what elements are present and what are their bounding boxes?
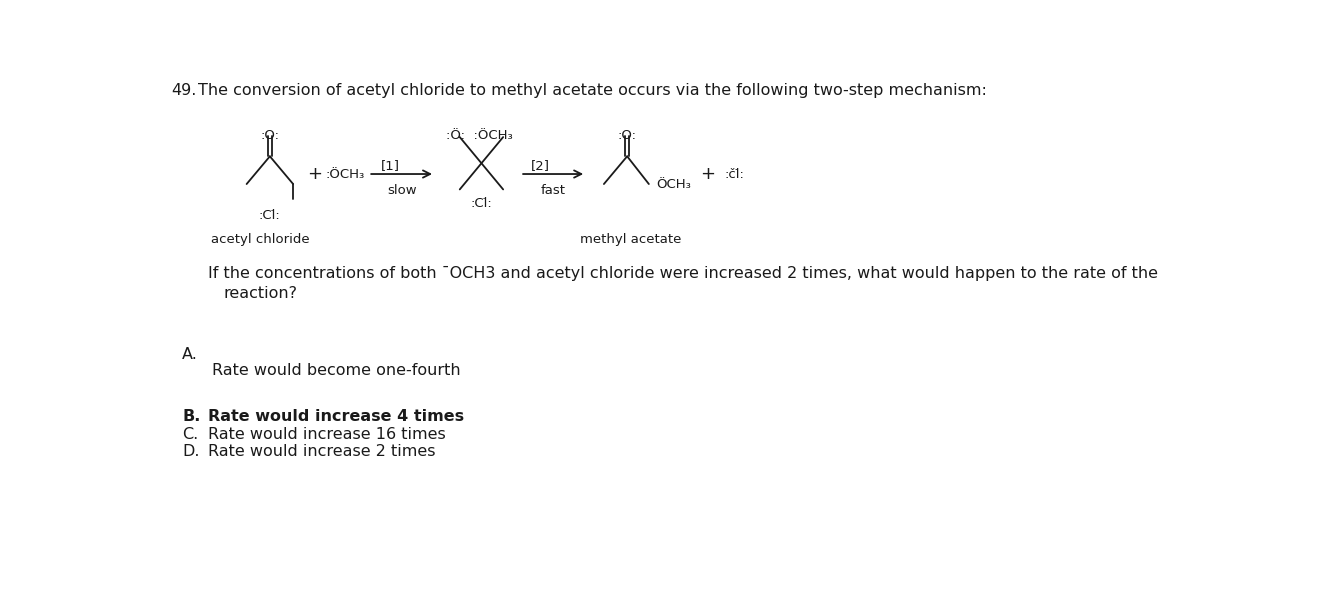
Text: :Ö:  :ÖCH₃: :Ö: :ÖCH₃ [446,129,513,142]
Text: methyl acetate: methyl acetate [580,233,682,246]
Text: Rate would increase 4 times: Rate would increase 4 times [208,409,464,424]
Text: acetyl chloride: acetyl chloride [212,233,309,246]
Text: 49.: 49. [172,83,197,98]
Text: Rate would become one-fourth: Rate would become one-fourth [212,363,460,378]
Text: D.: D. [182,444,200,458]
Text: :Ċl̇:: :Ċl̇: [471,197,492,210]
Text: reaction?: reaction? [223,286,297,301]
Text: If the concentrations of both ¯OCH3 and acetyl chloride were increased 2 times, : If the concentrations of both ¯OCH3 and … [208,266,1158,282]
Text: A.: A. [182,347,198,362]
Text: :O:: :O: [260,129,279,142]
Text: +: + [701,165,715,183]
Text: B.: B. [182,409,201,424]
Text: ÖCH₃: ÖCH₃ [657,177,691,190]
Text: [1]: [1] [381,158,399,172]
Text: :O:: :O: [617,129,637,142]
Text: :ÖCH₃: :ÖCH₃ [325,168,365,180]
Text: Rate would increase 2 times: Rate would increase 2 times [208,444,435,458]
Text: [2]: [2] [531,158,550,172]
Text: fast: fast [541,184,566,197]
Text: slow: slow [387,184,416,197]
Text: :čl̇:: :čl̇: [724,168,744,180]
Text: C.: C. [182,426,198,442]
Text: The conversion of acetyl chloride to methyl acetate occurs via the following two: The conversion of acetyl chloride to met… [198,83,986,98]
Text: Rate would increase 16 times: Rate would increase 16 times [208,426,446,442]
Text: +: + [307,165,323,183]
Text: :Ċl̇:: :Ċl̇: [259,209,280,222]
